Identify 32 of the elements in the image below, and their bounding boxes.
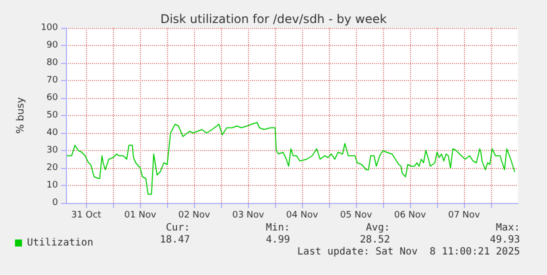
x-tick-label: 01 Nov: [124, 210, 157, 220]
chart-title: Disk utilization for /dev/sdh - by week: [160, 12, 387, 26]
x-tick-label: 31 Oct: [71, 210, 102, 220]
y-tick-label: 50: [46, 110, 58, 120]
y-tick-label: 60: [46, 93, 58, 103]
x-tick-label: 02 Nov: [178, 210, 211, 220]
text: Last update: Sat Nov 8 11:00:21 2025: [297, 246, 520, 258]
text: 4.99: [266, 234, 290, 246]
text: Cur:: [166, 222, 190, 234]
line-series: [66, 122, 516, 195]
text: Avg:: [366, 222, 390, 234]
x-tick-label: 03 Nov: [232, 210, 265, 220]
y-tick-label: 40: [46, 128, 58, 138]
x-tick-label: 07 Nov: [448, 210, 481, 220]
y-tick-label: 90: [46, 40, 58, 50]
y-tick-label: 10: [46, 180, 58, 190]
y-tick-label: 80: [46, 58, 58, 68]
x-tick-label: 05 Nov: [340, 210, 373, 220]
x-tick-label: 06 Nov: [394, 210, 427, 220]
text: 49.93: [490, 234, 520, 246]
y-tick-label: 30: [46, 146, 58, 156]
legend-label: Utilization: [27, 238, 94, 248]
y-axis-title: % busy: [16, 97, 26, 134]
y-tick-label: 20: [46, 163, 58, 173]
y-tick-label: 0: [52, 198, 58, 208]
x-tick-label: 04 Nov: [286, 210, 319, 220]
text: Min:: [266, 222, 290, 234]
y-tick-label: 100: [40, 23, 58, 33]
y-tick-label: 70: [46, 76, 58, 86]
text: 18.47: [160, 234, 190, 246]
text: 28.52: [360, 234, 390, 246]
text: Max:: [496, 222, 520, 234]
